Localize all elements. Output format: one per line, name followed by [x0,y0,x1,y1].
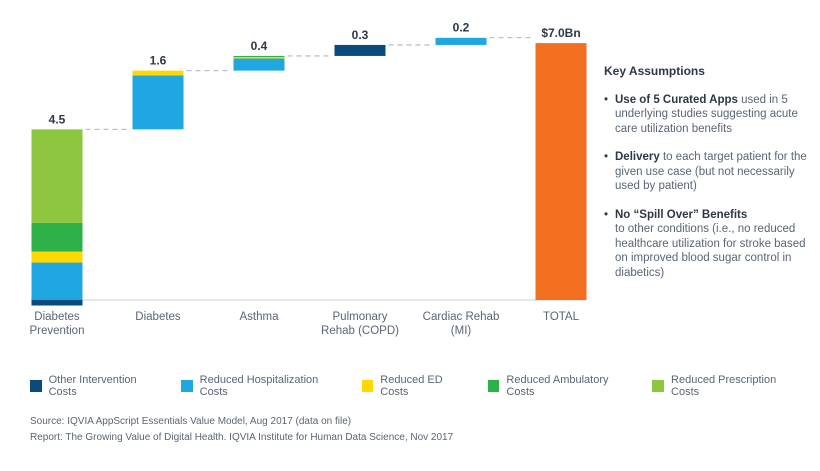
value-label: 4.5 [49,112,66,126]
legend-label: Reduced Prescription Costs [671,374,777,398]
assumption-bold: Delivery [615,151,660,163]
assumption-text: to other conditions (i.e., no reduced he… [615,223,806,279]
assumption-bold: No “Spill Over” Benefits [615,208,748,221]
source-note: Source: IQVIA AppScript Essentials Value… [30,416,352,427]
assumption-text: to each target patient for the given use… [615,151,807,192]
bar-segment-other-intervention-costs [334,44,386,56]
category-label: Diabetes [135,311,181,323]
legend-item: Reduced Ambulatory Costs [487,374,636,398]
assumption-item: • Use of 5 Curated Apps used in 5 underl… [604,93,819,137]
bar-segment-reduced-ed-costs [132,70,184,76]
legend-label: Other Intervention Costs [48,374,137,398]
assumption-item: • No “Spill Over” Benefits to other cond… [604,208,819,281]
bar-segment-reduced-hospitalization-costs [435,37,487,45]
legend-swatch [30,380,42,392]
report-note: Report: The Growing Value of Digital Hea… [30,432,454,443]
waterfall-chart: 4.5 Diabetes Prevention 1.6 Diabetes 0.4 Asthm… [30,21,587,337]
bullet-icon: • [604,208,609,221]
category-label: Asthma [240,311,280,323]
bar-segment-reduced-ed-costs [31,251,83,263]
legend-label: Reduced Ambulatory Costs [506,374,609,398]
assumption-item: • Delivery to each target patient for th… [604,150,819,194]
legend-swatch [361,380,374,392]
footer: Source: IQVIA AppScript Essentials Value… [30,414,453,446]
bar-segment-reduced-prescription-costs [31,129,83,223]
bar-segment-reduced-ed-costs [233,57,285,59]
category-label: TOTAL [543,311,580,323]
bullet-icon: • [604,93,609,106]
category-label: Rehab (COPD) [321,325,399,337]
assumption-text: used in 5 underlying studies suggesting … [615,93,798,135]
legend-swatch [181,380,193,392]
category-label: (MI) [451,325,472,337]
category-label: Diabetes [34,311,80,323]
legend-label: Reduced Hospitalization Costs [199,374,319,398]
bar-segment-reduced-hospitalization-costs [31,262,83,300]
legend-item: Reduced Prescription Costs [652,374,803,398]
bar-segment-reduced-ambulatory-costs [233,55,285,58]
key-assumptions-panel: Key Assumptions • Use of 5 Curated Apps … [604,64,819,294]
value-label: 0.3 [352,28,369,42]
legend-label: Reduced ED Costs [380,374,443,398]
bar-segment-reduced-hospitalization-costs [233,58,285,71]
value-label: 0.4 [251,39,268,53]
bar-segment-reduced-hospitalization-costs [132,75,184,130]
value-label: $7.0Bn [541,26,580,40]
category-label: Prevention [30,325,85,337]
legend-swatch [652,380,665,392]
assumptions-title: Key Assumptions [604,64,705,78]
bullet-icon: • [604,151,609,163]
value-label: 1.6 [150,54,167,68]
bar-total [535,43,587,300]
bar-segment-reduced-ambulatory-costs [31,222,83,252]
legend-item: Reduced ED Costs [361,374,471,398]
legend-item: Other Intervention Costs [30,374,164,398]
chart-legend: Other Intervention Costs Reduced Hospital… [30,374,820,398]
assumption-bold: Use of 5 Curated Apps [615,93,738,106]
bar-segment-other-intervention-costs [31,300,83,306]
category-label: Cardiac Rehab [423,311,500,323]
legend-swatch [487,380,500,392]
legend-item: Reduced Hospitalization Costs [181,374,345,398]
category-label: Pulmonary [333,311,388,323]
value-label: 0.2 [453,21,470,35]
